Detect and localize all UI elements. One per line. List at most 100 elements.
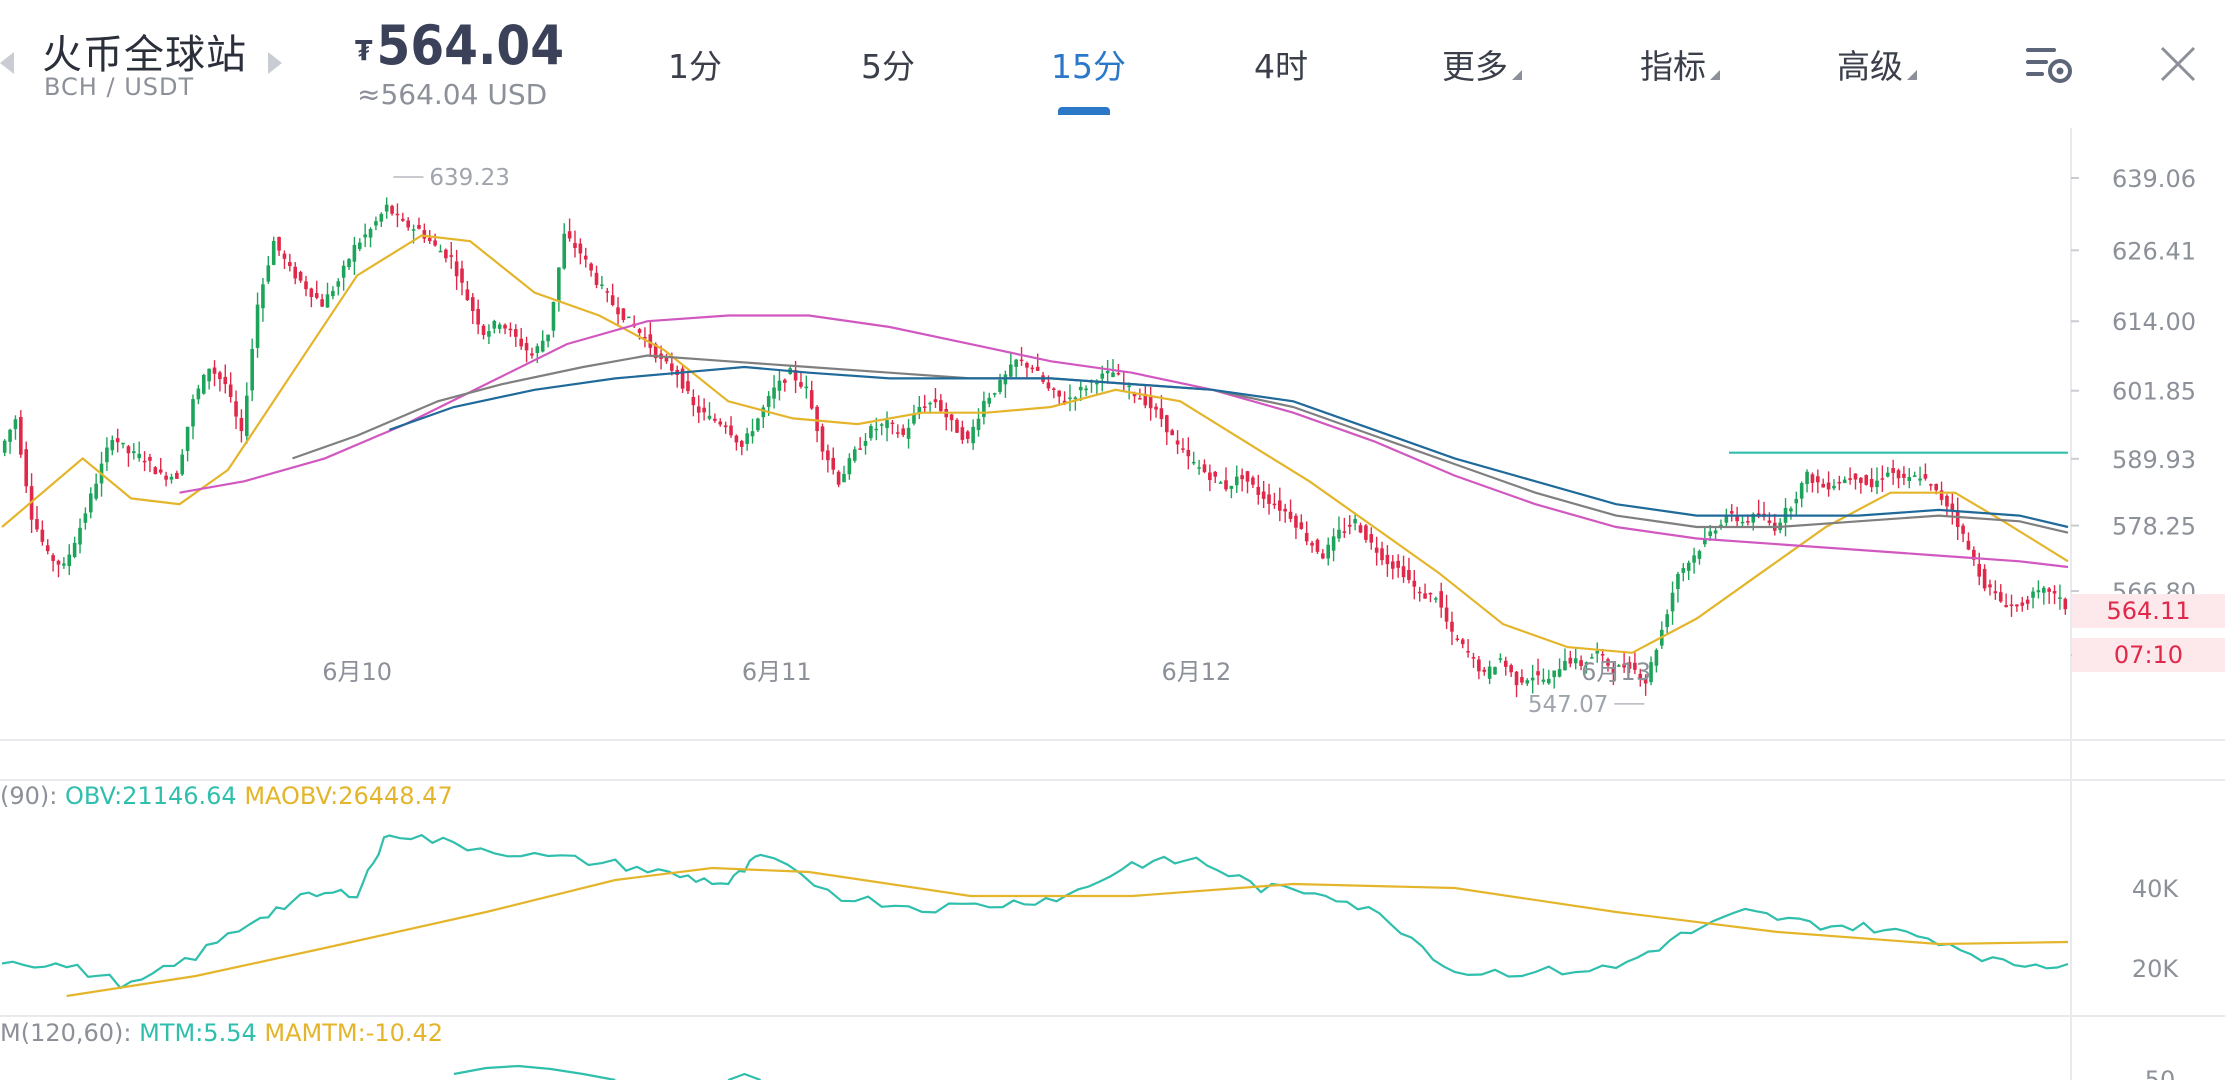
candle-body — [1165, 415, 1169, 433]
candle-up — [1552, 670, 1556, 689]
candle-body — [390, 205, 394, 214]
candle-down — [1256, 474, 1261, 505]
candle-body — [912, 414, 916, 424]
tab-advanced[interactable]: 高级 — [1837, 40, 1917, 88]
candle-down — [422, 223, 427, 243]
candle-body — [1692, 555, 1696, 563]
next-pair-arrow-icon[interactable] — [268, 52, 282, 74]
candle-up — [1681, 563, 1686, 582]
candle-down — [1369, 527, 1374, 550]
candle-body — [745, 433, 749, 444]
date-axis-label: 6月10 — [322, 658, 392, 686]
candle-down — [524, 336, 529, 363]
candle-body — [562, 233, 567, 269]
candle-down — [1342, 517, 1347, 538]
candle-body — [357, 242, 362, 249]
obv-legend: (90): OBV:21146.64 MAOBV:26448.47 — [0, 782, 453, 810]
candle-body — [1493, 667, 1497, 675]
candle-down — [2025, 595, 2030, 610]
candle-body — [890, 422, 895, 425]
candle-body — [1057, 390, 1062, 397]
candle-body — [185, 426, 190, 452]
candle-body — [1331, 536, 1336, 551]
candle-body — [1256, 486, 1261, 495]
high-marker-label: 639.23 — [429, 165, 509, 191]
candle-down — [1052, 387, 1056, 399]
candle-up — [551, 301, 556, 338]
tab-1min[interactable]: 1分 — [668, 47, 722, 86]
candle-body — [922, 406, 927, 408]
candle-body — [207, 368, 211, 382]
candle-body — [1396, 560, 1400, 568]
candle-down — [1896, 468, 1901, 489]
candle-down — [1186, 437, 1191, 470]
candle-body — [815, 406, 819, 432]
candle-up — [1584, 661, 1589, 674]
candle-down — [19, 410, 23, 458]
candle-body — [1536, 671, 1540, 676]
candle-body — [51, 555, 55, 561]
tab-indicators[interactable]: 指标 — [1640, 40, 1720, 88]
candle-body — [1740, 521, 1745, 524]
candle-body — [304, 281, 308, 290]
candle-up — [1191, 451, 1196, 466]
kline-chart[interactable]: 639.06626.41614.00601.85589.93578.25566.… — [0, 128, 2225, 1080]
candle-up — [271, 236, 276, 266]
candle-down — [223, 364, 228, 394]
candle-up — [13, 415, 18, 440]
candle-body — [250, 348, 254, 391]
chart-settings-icon[interactable] — [2024, 42, 2074, 86]
prev-pair-arrow-icon[interactable] — [0, 52, 14, 74]
candle-body — [1175, 440, 1180, 445]
candle-up — [78, 518, 82, 554]
candle-down — [1579, 655, 1583, 671]
tab-15min[interactable]: 15分 — [1051, 47, 1126, 86]
candle-down — [142, 451, 147, 472]
close-icon[interactable] — [2158, 44, 2198, 84]
candle-up — [363, 223, 367, 248]
candle-body — [336, 281, 341, 287]
candle-body — [1902, 473, 1906, 478]
candle-body — [670, 363, 674, 371]
candle-body — [1945, 495, 1949, 507]
candle-body — [1568, 657, 1573, 664]
candle-down — [1170, 428, 1174, 436]
candle-body — [1095, 382, 1099, 385]
candle-up — [1331, 528, 1336, 562]
candle-up — [497, 322, 502, 334]
candle-body — [1837, 481, 1842, 484]
candle-body — [1869, 479, 1874, 488]
candle-up — [185, 426, 190, 462]
candle-down — [1536, 658, 1540, 685]
candle-up — [1875, 467, 1879, 495]
candle-down — [1315, 538, 1320, 555]
candle-body — [1708, 531, 1713, 536]
exchange-name[interactable]: 火币全球站 — [42, 32, 247, 78]
tab-5min[interactable]: 5分 — [861, 47, 915, 86]
candle-up — [1498, 653, 1503, 663]
candle-up — [368, 227, 373, 248]
tab-4hour[interactable]: 4时 — [1254, 47, 1308, 86]
candle-down — [1821, 478, 1826, 488]
candle-down — [115, 428, 120, 453]
candle-up — [847, 453, 852, 480]
candle-body — [1111, 372, 1115, 378]
candle-down — [519, 327, 523, 350]
candle-down — [1891, 459, 1895, 485]
candle-up — [1799, 481, 1804, 508]
obv-panel: 40K 20K — [1, 833, 2179, 998]
candle-body — [121, 442, 125, 445]
candle-down — [896, 424, 900, 438]
candle-body — [363, 234, 367, 238]
candle-body — [1907, 477, 1912, 481]
candle-up — [1073, 396, 1078, 411]
candle-up — [1326, 537, 1331, 566]
tab-more[interactable]: 更多 — [1442, 40, 1522, 88]
candle-body — [298, 271, 303, 281]
candle-body — [1428, 592, 1433, 595]
candle-up — [1563, 648, 1567, 671]
candle-down — [304, 275, 308, 297]
candle-body — [88, 493, 93, 513]
candle-down — [175, 470, 179, 479]
candle-up — [557, 267, 561, 312]
